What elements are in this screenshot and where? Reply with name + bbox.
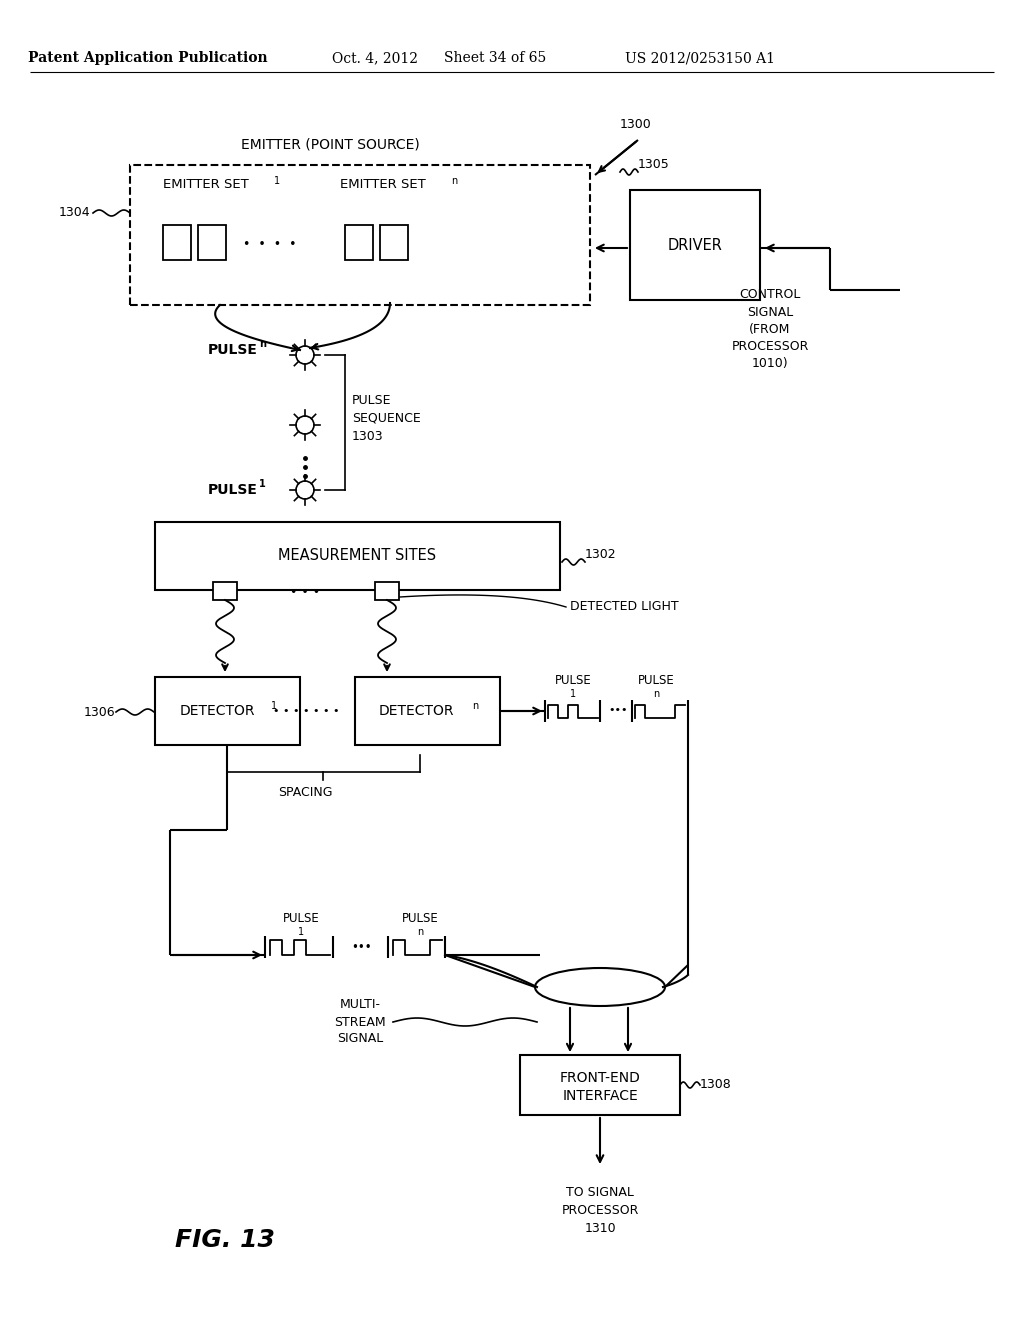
Text: 1: 1: [271, 701, 278, 711]
Text: • • •: • • •: [290, 586, 321, 599]
Text: PULSE: PULSE: [283, 912, 319, 924]
Text: INTERFACE: INTERFACE: [562, 1089, 638, 1104]
Bar: [380, 224, 408, 260]
Text: 1310: 1310: [584, 1221, 615, 1234]
Text: 1303: 1303: [352, 429, 384, 442]
Text: •  •  •  •: • • • •: [244, 238, 297, 251]
Text: Patent Application Publication: Patent Application Publication: [29, 51, 268, 65]
Text: SIGNAL: SIGNAL: [337, 1032, 383, 1045]
Text: 1: 1: [570, 689, 577, 700]
Text: 1306: 1306: [83, 705, 115, 718]
Text: •••: •••: [608, 705, 628, 715]
Text: US 2012/0253150 A1: US 2012/0253150 A1: [625, 51, 775, 65]
Text: PULSE: PULSE: [352, 393, 391, 407]
Bar: [520, 1055, 680, 1115]
Bar: [345, 224, 373, 260]
Bar: [155, 521, 560, 590]
Text: 1: 1: [274, 176, 281, 186]
Text: 1: 1: [298, 927, 304, 937]
Text: • • • • • • •: • • • • • • •: [272, 706, 339, 715]
Text: DETECTOR: DETECTOR: [179, 704, 255, 718]
Bar: [355, 677, 500, 744]
Text: SEQUENCE: SEQUENCE: [352, 412, 421, 425]
Text: SIGNAL: SIGNAL: [746, 306, 794, 319]
Text: PULSE: PULSE: [208, 483, 258, 498]
Text: MEASUREMENT SITES: MEASUREMENT SITES: [278, 549, 436, 564]
Text: SPACING: SPACING: [278, 787, 332, 800]
Bar: [375, 582, 399, 601]
Bar: [163, 224, 191, 260]
Text: PULSE: PULSE: [401, 912, 438, 924]
Text: PULSE: PULSE: [208, 343, 258, 356]
Bar: [213, 582, 237, 601]
Bar: [630, 190, 760, 300]
Text: n: n: [417, 927, 423, 937]
Bar: [198, 224, 226, 260]
Text: 1: 1: [259, 479, 266, 488]
Text: 1300: 1300: [620, 119, 651, 132]
Text: DRIVER: DRIVER: [668, 238, 723, 252]
Text: n: n: [653, 689, 659, 700]
Bar: [130, 165, 590, 305]
Text: DETECTOR: DETECTOR: [378, 704, 454, 718]
Text: STREAM: STREAM: [334, 1015, 386, 1028]
Text: DETECTED LIGHT: DETECTED LIGHT: [570, 601, 679, 614]
Text: n: n: [451, 176, 458, 186]
Text: PULSE: PULSE: [555, 673, 592, 686]
Text: Sheet 34 of 65: Sheet 34 of 65: [443, 51, 546, 65]
Bar: [155, 677, 300, 744]
Text: EMITTER (POINT SOURCE): EMITTER (POINT SOURCE): [241, 139, 420, 152]
Text: 1308: 1308: [700, 1078, 732, 1092]
Text: •••: •••: [351, 940, 373, 953]
Text: EMITTER SET: EMITTER SET: [340, 178, 426, 191]
Text: 1302: 1302: [585, 549, 616, 561]
Text: PROCESSOR: PROCESSOR: [731, 341, 809, 354]
Text: TO SIGNAL: TO SIGNAL: [566, 1185, 634, 1199]
Text: (FROM: (FROM: [750, 323, 791, 337]
Text: FRONT-END: FRONT-END: [559, 1071, 640, 1085]
Text: 1304: 1304: [58, 206, 90, 219]
Text: n: n: [472, 701, 478, 711]
Text: PULSE: PULSE: [638, 673, 675, 686]
Text: FIG. 13: FIG. 13: [175, 1228, 274, 1251]
Text: 1305: 1305: [638, 158, 670, 172]
Text: n: n: [259, 339, 266, 348]
Text: Oct. 4, 2012: Oct. 4, 2012: [332, 51, 418, 65]
Text: 1010): 1010): [752, 358, 788, 371]
Text: CONTROL: CONTROL: [739, 289, 801, 301]
Text: EMITTER SET: EMITTER SET: [163, 178, 249, 191]
Text: PROCESSOR: PROCESSOR: [561, 1204, 639, 1217]
Text: MULTI-: MULTI-: [340, 998, 381, 1011]
